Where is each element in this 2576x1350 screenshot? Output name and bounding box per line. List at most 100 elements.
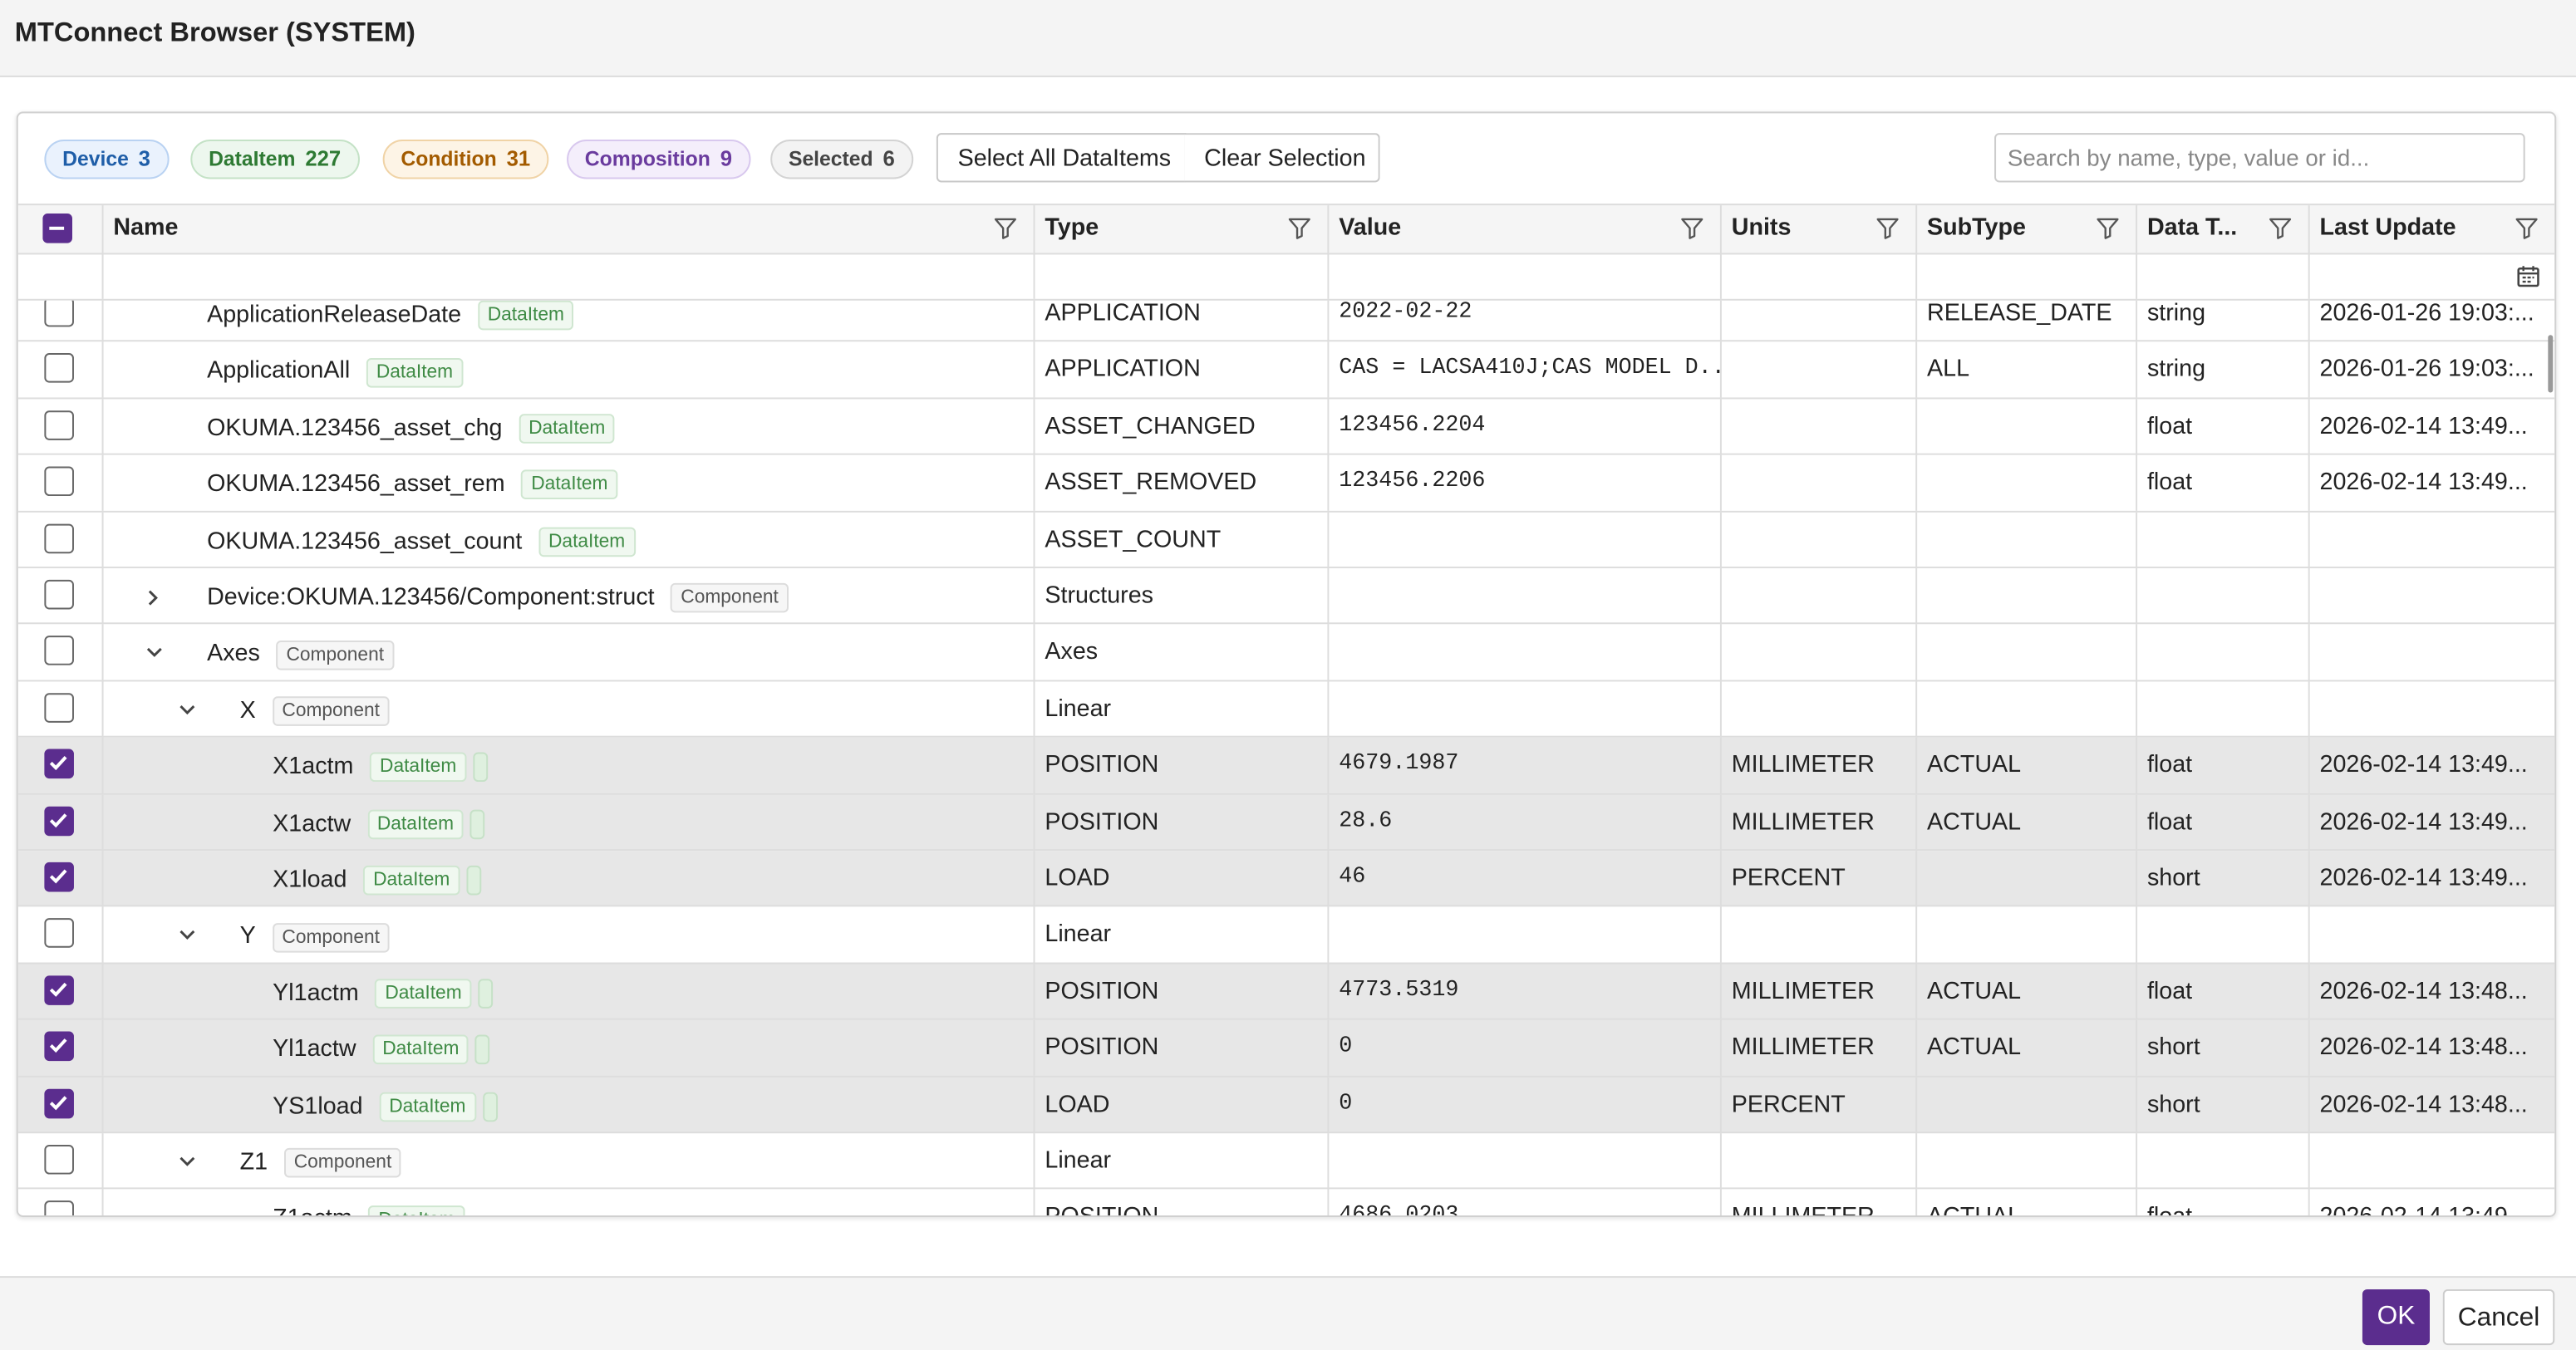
search-input[interactable]: Search by name, type, value or id... (1994, 133, 2525, 182)
table-row[interactable]: Yl1actmDataItemPOSITION4773.5319MILLIMET… (18, 964, 2554, 1020)
cell-last-update: 2026-02-14 13:49... (2308, 399, 2555, 454)
name-cell: Yl1actwDataItem (102, 1020, 1034, 1076)
badge-count: 9 (720, 146, 732, 171)
row-checkbox[interactable] (44, 806, 74, 836)
name-cell: XComponent (102, 681, 1034, 737)
row-checkbox[interactable] (44, 580, 74, 610)
count-badge[interactable]: Device3 (44, 140, 168, 179)
column-filter[interactable] (2097, 217, 2120, 240)
node-tag: DataItem (519, 414, 615, 444)
node-tag: DataItem (376, 979, 472, 1009)
cell-last-update: 2026-02-14 13:48... (2308, 964, 2555, 1019)
table-row[interactable]: AxesComponentAxes (18, 625, 2554, 681)
date-filter[interactable] (2517, 264, 2540, 287)
tree-expander[interactable] (146, 568, 160, 606)
cell-data-type: string (2136, 301, 2308, 341)
cell-value (1327, 512, 1720, 567)
tree-expander[interactable] (179, 1133, 195, 1168)
row-checkbox[interactable] (44, 354, 74, 384)
row-checkbox[interactable] (44, 1145, 74, 1175)
row-checkbox[interactable] (44, 975, 74, 1005)
tree-expander[interactable] (146, 625, 163, 660)
row-checkbox[interactable] (44, 636, 74, 666)
cell-type: POSITION (1034, 1190, 1328, 1215)
row-checkbox[interactable] (44, 410, 74, 440)
count-badge[interactable]: Composition 9 (567, 140, 750, 179)
table-row[interactable]: YComponentLinear (18, 907, 2554, 964)
select-all-checkbox[interactable] (42, 214, 72, 243)
table-row[interactable]: ApplicationReleaseDateDataItemAPPLICATIO… (18, 301, 2554, 342)
node-tag: DataItem (366, 357, 463, 387)
cell-last-update: 2026-02-14 13:49... (2308, 455, 2555, 511)
cell-value: 123456.2206 (1327, 455, 1720, 511)
node-name: ApplicationAll (207, 359, 350, 385)
count-badge[interactable]: Condition31 (383, 140, 548, 179)
row-checkbox[interactable] (44, 1088, 74, 1118)
table-row[interactable]: Yl1actwDataItemPOSITION0MILLIMETERACTUAL… (18, 1020, 2554, 1077)
table-row[interactable]: X1loadDataItemLOAD46PERCENTshort2026-02-… (18, 851, 2554, 907)
cell-value (1327, 681, 1720, 737)
row-checkbox[interactable] (44, 862, 74, 892)
row-checkbox[interactable] (44, 749, 74, 779)
toolbar-button[interactable]: Clear Selection (1184, 133, 1379, 182)
cell-type: POSITION (1034, 1020, 1328, 1076)
row-checkbox[interactable] (44, 523, 74, 553)
node-name: X1actm (273, 754, 353, 781)
column-title: Type (1045, 215, 1099, 242)
count-badge[interactable]: Selected6 (770, 140, 912, 179)
tree-expander[interactable] (179, 907, 195, 942)
column-filter[interactable] (994, 217, 1017, 240)
column-filter[interactable] (1288, 217, 1311, 240)
table-body: ApplicationReleaseDateDataItemAPPLICATIO… (18, 301, 2554, 1215)
table-row[interactable]: X1actmDataItemPOSITION4679.1987MILLIMETE… (18, 738, 2554, 794)
cell-data-type: float (2136, 964, 2308, 1019)
cancel-button[interactable]: Cancel (2443, 1289, 2554, 1345)
table-row[interactable]: Z1ComponentLinear (18, 1133, 2554, 1190)
cell-units (1720, 399, 1915, 454)
title-bar: MTConnect Browser (SYSTEM) (0, 0, 2576, 77)
cell-type: POSITION (1034, 794, 1328, 850)
column-filter[interactable] (2515, 217, 2539, 240)
table-row[interactable]: YS1loadDataItemLOAD0PERCENTshort2026-02-… (18, 1077, 2554, 1133)
row-checkbox[interactable] (44, 467, 74, 497)
toolbar-button[interactable]: Select All DataItems (937, 133, 1187, 182)
column-filter[interactable] (1876, 217, 1900, 240)
count-badge[interactable]: DataItem227 (190, 140, 359, 179)
name-wrap: AxesComponent (207, 626, 394, 680)
cell-subtype (1915, 907, 2136, 963)
table-row[interactable]: Z1actmDataItemPOSITION4686.0203MILLIMETE… (18, 1190, 2554, 1215)
column-filter[interactable] (1680, 217, 1703, 240)
cell-value: 28.6 (1327, 794, 1720, 850)
status-pill (470, 809, 485, 839)
name-cell: OKUMA.123456_asset_countDataItem (102, 512, 1034, 567)
name-wrap: Z1actmDataItem (273, 1191, 465, 1215)
tree-expander[interactable] (179, 681, 195, 716)
cell-data-type (2136, 681, 2308, 737)
cell-type: POSITION (1034, 738, 1328, 793)
row-checkbox[interactable] (44, 301, 74, 327)
cell-data-type: float (2136, 1190, 2308, 1215)
cell-units (1720, 455, 1915, 511)
table-row[interactable]: Device:OKUMA.123456/Component:structComp… (18, 568, 2554, 625)
cell-type: APPLICATION (1034, 301, 1328, 341)
cell-data-type: string (2136, 342, 2308, 398)
table-row[interactable]: ApplicationAllDataItemAPPLICATIONCAS = L… (18, 342, 2554, 399)
ok-button[interactable]: OK (2362, 1289, 2430, 1345)
table-row[interactable]: XComponentLinear (18, 681, 2554, 738)
row-checkbox[interactable] (44, 919, 74, 949)
row-checkbox[interactable] (44, 1032, 74, 1062)
badge-label: Composition (585, 148, 710, 171)
scrollbar[interactable] (2548, 335, 2553, 392)
table-row[interactable]: OKUMA.123456_asset_countDataItemASSET_CO… (18, 512, 2554, 568)
row-checkbox[interactable] (44, 693, 74, 723)
name-wrap: X1actwDataItem (273, 796, 484, 850)
name-wrap: X1loadDataItem (273, 852, 481, 906)
column-filter[interactable] (2269, 217, 2292, 240)
row-checkbox[interactable] (44, 1201, 74, 1215)
cell-value (1327, 1133, 1720, 1189)
cell-last-update: 2026-02-14 13:49... (2308, 1190, 2555, 1215)
table-row[interactable]: OKUMA.123456_asset_remDataItemASSET_REMO… (18, 455, 2554, 512)
table-row[interactable]: OKUMA.123456_asset_chgDataItemASSET_CHAN… (18, 399, 2554, 455)
table-row[interactable]: X1actwDataItemPOSITION28.6MILLIMETERACTU… (18, 794, 2554, 851)
